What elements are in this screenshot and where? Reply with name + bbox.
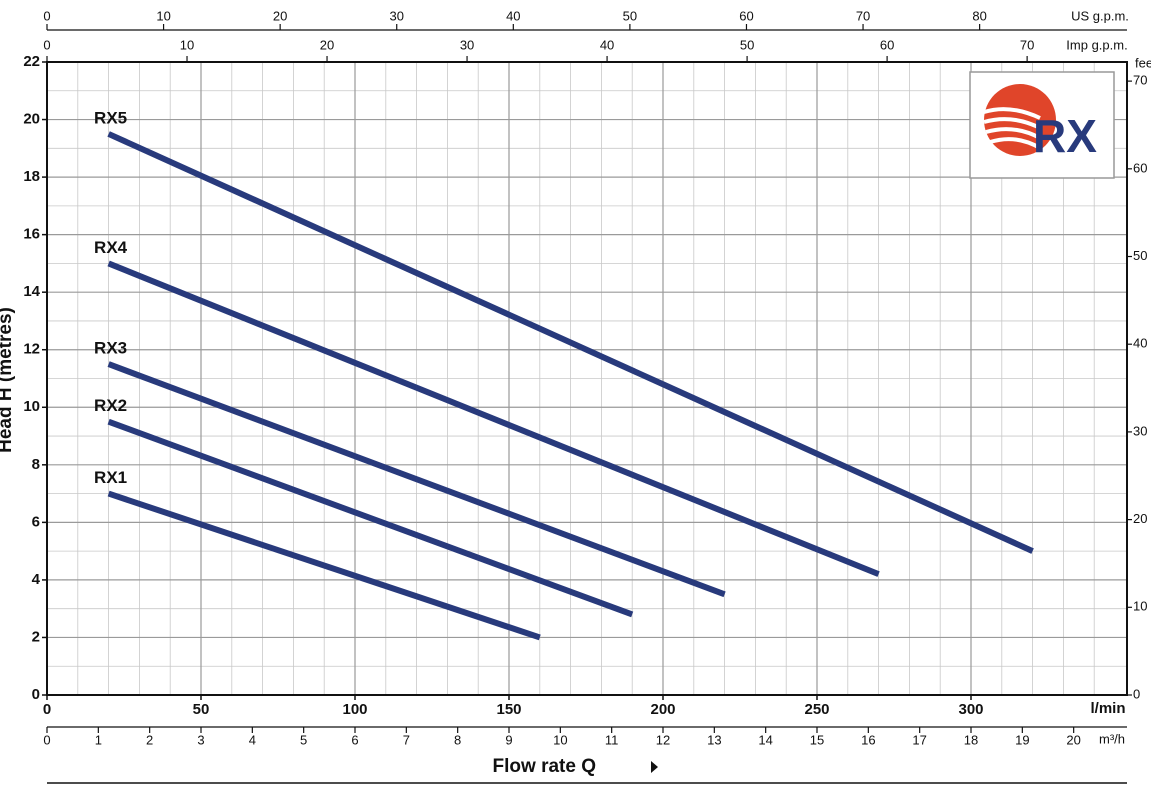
imp-gpm-tick-label: 20 [320, 37, 334, 52]
series-label: RX2 [94, 396, 127, 415]
us-gpm-tick-label: 70 [856, 8, 870, 23]
y-tick-label: 14 [23, 283, 40, 300]
m3h-tick-label: 4 [249, 732, 256, 747]
series-label: RX5 [94, 108, 127, 127]
m3h-tick-label: 9 [505, 732, 512, 747]
pump-curve [107, 418, 634, 618]
y2-tick-label: 10 [1133, 599, 1147, 614]
imp-gpm-tick-label: 70 [1020, 37, 1034, 52]
y-tick-label: 12 [23, 341, 40, 358]
y-tick-label: 18 [23, 168, 40, 185]
logo-rays [983, 107, 1042, 150]
imp-gpm-tick-label: 50 [740, 37, 754, 52]
m3h-tick-label: 12 [656, 732, 670, 747]
y-tick-label: 0 [32, 686, 40, 703]
m3h-tick-label: 6 [351, 732, 358, 747]
us-gpm-tick-label: 10 [156, 8, 170, 23]
m3h-label: m³/h [1099, 731, 1125, 746]
y2-tick-label: 50 [1133, 248, 1147, 263]
y-tick-label: 16 [23, 226, 40, 243]
m3h-tick-label: 11 [605, 732, 619, 747]
m3h-tick-label: 14 [758, 732, 772, 747]
us-gpm-tick-label: 60 [739, 8, 753, 23]
m3h-tick-label: 13 [707, 732, 721, 747]
x-tick-label: 0 [43, 701, 51, 718]
series-label: RX4 [94, 238, 128, 257]
m3h-tick-label: 0 [43, 732, 50, 747]
us-gpm-label: US g.p.m. [1071, 8, 1129, 23]
x-tick-label: 200 [650, 701, 675, 718]
x-tick-label: 100 [342, 701, 367, 718]
y-label: Head H (metres) [0, 307, 16, 453]
imp-gpm-tick-label: 40 [600, 37, 614, 52]
m3h-tick-label: 2 [146, 732, 153, 747]
pump-curve [107, 490, 541, 641]
m3h-tick-label: 20 [1066, 732, 1080, 747]
x-arrow [651, 761, 658, 773]
x-tick-label: 250 [804, 701, 829, 718]
m3h-tick-label: 7 [403, 732, 410, 747]
y-tick-label: 20 [23, 111, 40, 128]
us-gpm-tick-label: 0 [43, 8, 50, 23]
us-gpm-tick-label: 30 [390, 8, 404, 23]
series-label: RX1 [94, 468, 127, 487]
y2-tick-label: 30 [1133, 423, 1147, 438]
imp-gpm-tick-label: 0 [43, 37, 50, 52]
y-tick-label: 22 [23, 53, 40, 70]
m3h-tick-label: 10 [553, 732, 567, 747]
y-tick-label: 6 [32, 513, 40, 530]
logo-text: RX [1033, 110, 1097, 162]
m3h-tick-label: 15 [810, 732, 824, 747]
m3h-tick-label: 16 [861, 732, 875, 747]
imp-gpm-tick-label: 30 [460, 37, 474, 52]
series-label: RX3 [94, 339, 127, 358]
y-tick-label: 10 [23, 398, 40, 415]
y2-tick-label: 0 [1133, 686, 1140, 701]
m3h-tick-label: 8 [454, 732, 461, 747]
imp-gpm-tick-label: 60 [880, 37, 894, 52]
y2-label: feet [1135, 55, 1151, 70]
x-tick-label: 150 [496, 701, 521, 718]
y-tick-label: 8 [32, 456, 40, 473]
y-tick-label: 2 [32, 628, 40, 645]
m3h-tick-label: 18 [964, 732, 978, 747]
m3h-tick-label: 5 [300, 732, 307, 747]
y2-tick-label: 20 [1133, 511, 1147, 526]
pump-curve [107, 361, 726, 598]
imp-gpm-tick-label: 10 [180, 37, 194, 52]
logo: RX [969, 71, 1115, 179]
m3h-tick-label: 17 [912, 732, 926, 747]
y-tick-label: 4 [32, 571, 41, 588]
us-gpm-tick-label: 80 [972, 8, 986, 23]
y2-tick-label: 40 [1133, 336, 1147, 351]
x-label: Flow rate Q [493, 756, 596, 777]
m3h-tick-label: 1 [95, 732, 102, 747]
imp-gpm-label: Imp g.p.m. [1066, 37, 1127, 52]
x-unit: l/min [1090, 700, 1125, 717]
m3h-tick-label: 19 [1015, 732, 1029, 747]
m3h-tick-label: 3 [197, 732, 204, 747]
x-tick-label: 50 [193, 701, 210, 718]
us-gpm-tick-label: 40 [506, 8, 520, 23]
x-tick-label: 300 [958, 701, 983, 718]
y2-tick-label: 60 [1133, 160, 1147, 175]
pump-curve [107, 260, 880, 577]
y2-tick-label: 70 [1133, 73, 1147, 88]
us-gpm-tick-label: 20 [273, 8, 287, 23]
us-gpm-tick-label: 50 [623, 8, 637, 23]
pump-curve [107, 131, 1034, 554]
